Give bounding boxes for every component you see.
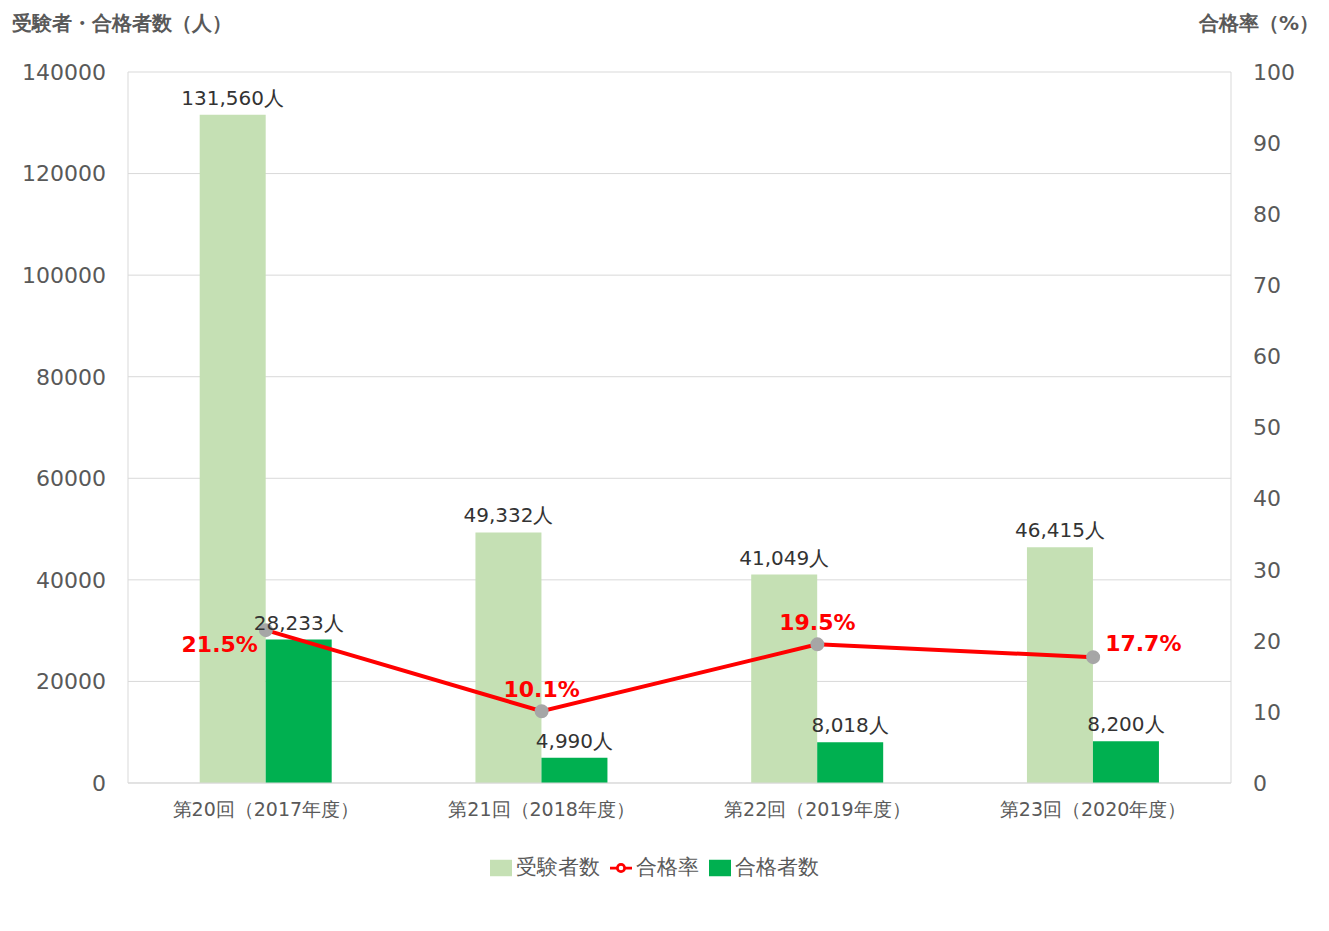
svg-text:100000: 100000 [22,263,106,288]
svg-text:80000: 80000 [36,365,106,390]
svg-text:20000: 20000 [36,669,106,694]
svg-text:90: 90 [1253,131,1281,156]
svg-text:120000: 120000 [22,161,106,186]
svg-text:10.1%: 10.1% [503,677,579,702]
svg-text:19.5%: 19.5% [779,610,855,635]
svg-text:140000: 140000 [22,60,106,85]
svg-text:80: 80 [1253,202,1281,227]
svg-text:第20回（2017年度）: 第20回（2017年度） [173,798,360,820]
html-text:合格率: 合格率 [636,855,699,879]
html-text:合格者数: 合格者数 [735,855,819,879]
html-text:受験者数: 受験者数 [516,855,600,879]
svg-text:0: 0 [1253,771,1267,796]
svg-text:20: 20 [1253,629,1281,654]
svg-text:131,560人: 131,560人 [181,86,284,110]
svg-text:41,049人: 41,049人 [739,546,829,570]
html-text:合格率（%）: 合格率（%） [1199,11,1319,35]
svg-text:40: 40 [1253,486,1281,511]
svg-text:60: 60 [1253,344,1281,369]
svg-text:30: 30 [1253,558,1281,583]
svg-text:8,018人: 8,018人 [812,713,889,737]
svg-text:49,332人: 49,332人 [463,503,553,527]
html-text:受験者・合格者数（人）: 受験者・合格者数（人） [12,11,232,35]
svg-text:50: 50 [1253,415,1281,440]
svg-text:10: 10 [1253,700,1281,725]
svg-text:28,233人: 28,233人 [254,611,344,635]
svg-text:46,415人: 46,415人 [1015,518,1105,542]
svg-text:第23回（2020年度）: 第23回（2020年度） [1000,798,1187,820]
svg-text:第22回（2019年度）: 第22回（2019年度） [724,798,911,820]
svg-text:8,200人: 8,200人 [1087,712,1164,736]
svg-text:0: 0 [92,771,106,796]
svg-text:4,990人: 4,990人 [536,729,613,753]
svg-text:60000: 60000 [36,466,106,491]
svg-text:第21回（2018年度）: 第21回（2018年度） [448,798,635,820]
svg-text:70: 70 [1253,273,1281,298]
svg-text:21.5%: 21.5% [182,632,258,657]
svg-text:40000: 40000 [36,568,106,593]
svg-text:100: 100 [1253,60,1295,85]
svg-text:17.7%: 17.7% [1105,631,1181,656]
